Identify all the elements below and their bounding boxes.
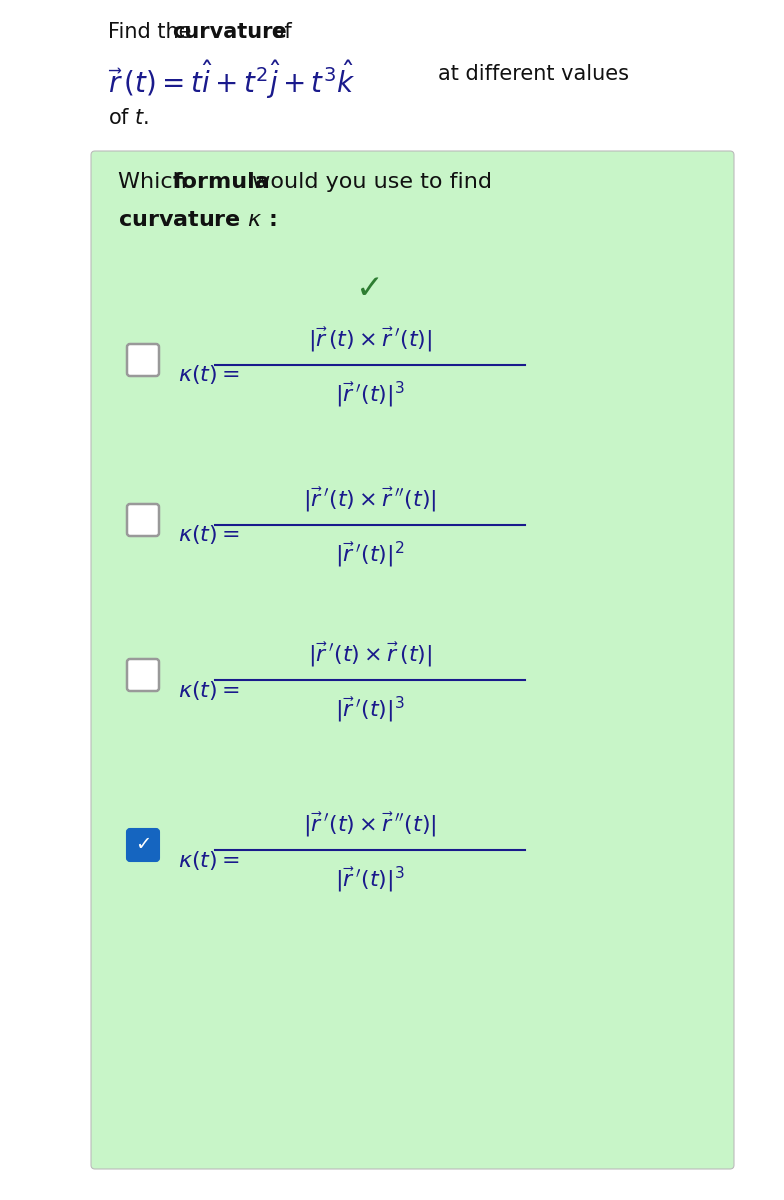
- Text: $\vec{r}\,(t) = t\hat{i} + t^2\hat{j} + t^3\hat{k}$: $\vec{r}\,(t) = t\hat{i} + t^2\hat{j} + …: [108, 58, 356, 101]
- Text: $|\vec{r}\,'(t)|^{2}$: $|\vec{r}\,'(t)|^{2}$: [336, 540, 405, 570]
- Text: at different values: at different values: [438, 64, 629, 84]
- Text: ✓: ✓: [135, 835, 151, 854]
- Text: curvature $\kappa$ :: curvature $\kappa$ :: [118, 210, 277, 230]
- FancyBboxPatch shape: [127, 344, 159, 376]
- Text: $|\vec{r}\,'(t) \times \vec{r}\,''(t)|$: $|\vec{r}\,'(t) \times \vec{r}\,''(t)|$: [303, 811, 437, 839]
- Text: $\kappa(t) =$: $\kappa(t) =$: [178, 364, 240, 386]
- Text: formula: formula: [173, 172, 270, 192]
- Text: $|\vec{r}\,(t) \times \vec{r}\,'(t)|$: $|\vec{r}\,(t) \times \vec{r}\,'(t)|$: [308, 326, 432, 354]
- Text: ✓: ✓: [356, 272, 384, 305]
- Text: would you use to find: would you use to find: [245, 172, 492, 192]
- Text: Which: Which: [118, 172, 194, 192]
- Text: $\kappa(t) =$: $\kappa(t) =$: [178, 523, 240, 546]
- FancyBboxPatch shape: [91, 151, 734, 1169]
- Text: of $\mathit{t}$.: of $\mathit{t}$.: [108, 108, 149, 128]
- FancyBboxPatch shape: [127, 504, 159, 536]
- Text: of: of: [265, 22, 292, 42]
- Text: $\kappa(t) =$: $\kappa(t) =$: [178, 678, 240, 702]
- Text: Find the: Find the: [108, 22, 198, 42]
- Text: $|\vec{r}\,'(t)|^{3}$: $|\vec{r}\,'(t)|^{3}$: [336, 380, 405, 410]
- Text: $|\vec{r}\,'(t)|^{3}$: $|\vec{r}\,'(t)|^{3}$: [336, 695, 405, 725]
- FancyBboxPatch shape: [127, 829, 159, 862]
- FancyBboxPatch shape: [127, 659, 159, 691]
- Text: $|\vec{r}\,'(t) \times \vec{r}\,(t)|$: $|\vec{r}\,'(t) \times \vec{r}\,(t)|$: [308, 641, 432, 670]
- Text: curvature: curvature: [172, 22, 287, 42]
- Text: $|\vec{r}\,'(t)|^{3}$: $|\vec{r}\,'(t)|^{3}$: [336, 865, 405, 895]
- Text: $\kappa(t) =$: $\kappa(t) =$: [178, 848, 240, 871]
- Text: $|\vec{r}\,'(t) \times \vec{r}\,''(t)|$: $|\vec{r}\,'(t) \times \vec{r}\,''(t)|$: [303, 486, 437, 514]
